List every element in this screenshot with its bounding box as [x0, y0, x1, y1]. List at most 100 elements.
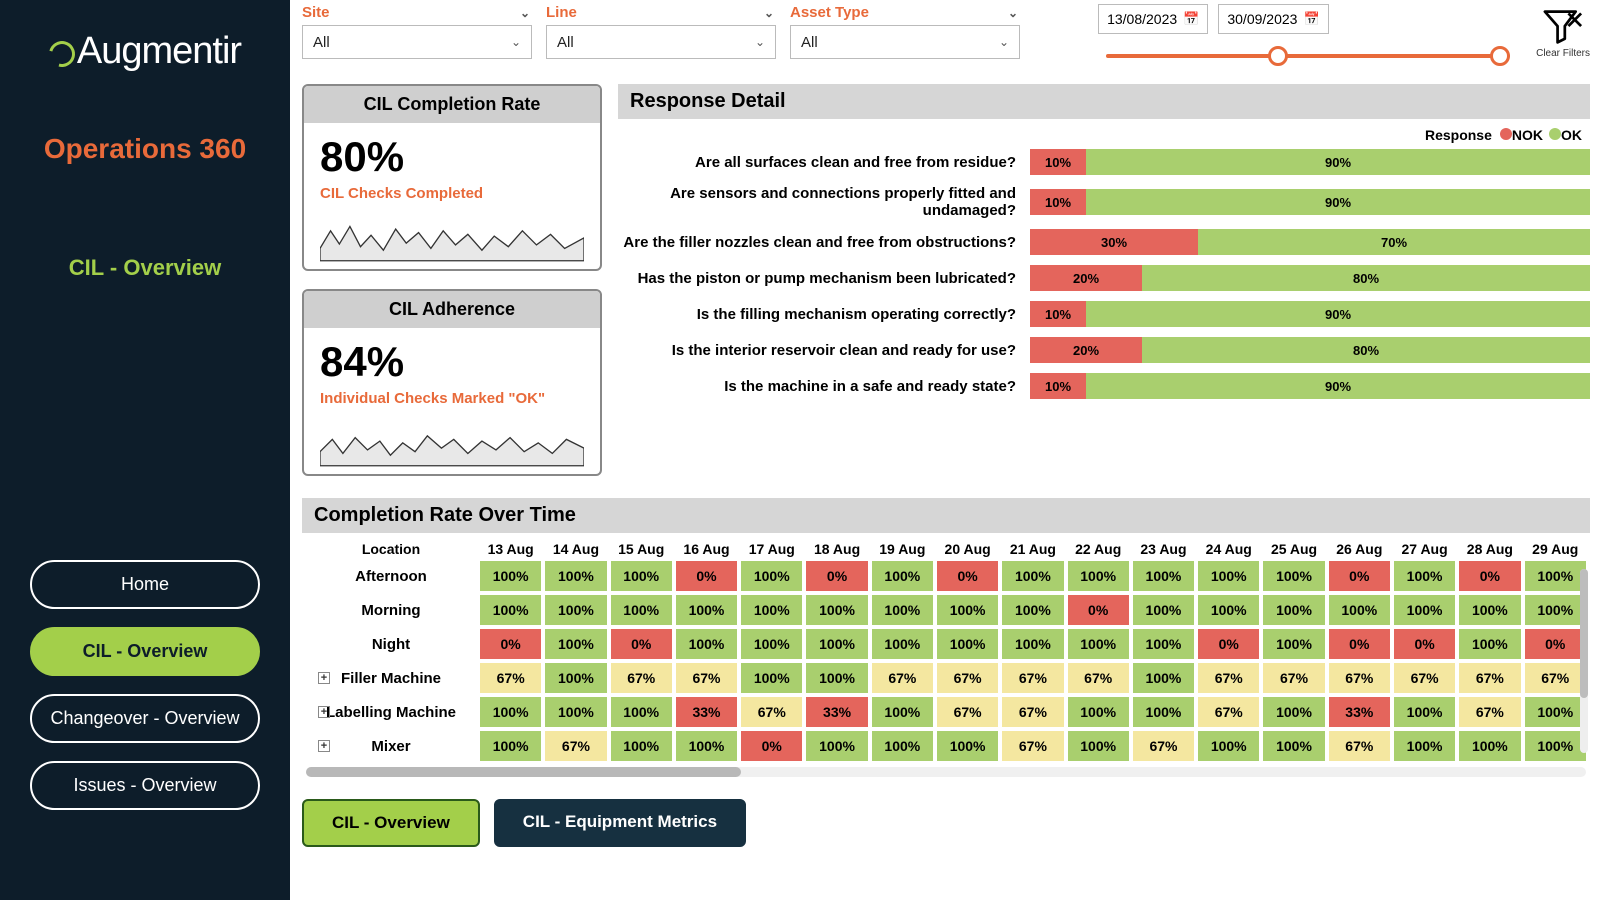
cot-date-header: 20 Aug	[937, 541, 998, 557]
cot-cell: 100%	[1133, 663, 1194, 693]
kpi-adherence-card: CIL Adherence 84% Individual Checks Mark…	[302, 289, 602, 476]
tab-button[interactable]: CIL - Overview	[302, 799, 480, 847]
bottom-tabs: CIL - Overview CIL - Equipment Metrics	[302, 799, 1590, 847]
cot-cell: 100%	[1263, 561, 1324, 591]
cot-cell: 67%	[1459, 663, 1520, 693]
filter-asset: Asset Type⌄ All⌄	[790, 4, 1020, 59]
expand-icon[interactable]: +	[318, 740, 330, 752]
kpi-completion-title: CIL Completion Rate	[304, 86, 600, 123]
nav-button[interactable]: Home	[30, 560, 260, 609]
tab-button[interactable]: CIL - Equipment Metrics	[494, 799, 746, 847]
cot-cell: 100%	[1394, 697, 1455, 727]
cot-cell: 100%	[741, 561, 802, 591]
cot-date-header: 25 Aug	[1263, 541, 1324, 557]
calendar-icon: 📅	[1183, 11, 1199, 27]
cot-cell: 0%	[676, 561, 737, 591]
cot-cell: 100%	[1068, 629, 1129, 659]
nav-button[interactable]: Issues - Overview	[30, 761, 260, 810]
chevron-down-icon: ⌄	[755, 35, 765, 49]
brand-name: Augmentir	[77, 30, 241, 73]
brand-logo: Augmentir	[49, 30, 241, 73]
response-bar: 10%90%	[1030, 189, 1590, 215]
date-to[interactable]: 30/09/2023📅	[1218, 4, 1328, 34]
expand-icon[interactable]: +	[318, 672, 330, 684]
cot-cell: 100%	[1198, 595, 1259, 625]
cot-cell: 33%	[806, 697, 867, 727]
cot-cell: 67%	[1394, 663, 1455, 693]
filter-site-select[interactable]: All⌄	[302, 25, 532, 59]
cot-cell: 100%	[1459, 595, 1520, 625]
cot-cell: 67%	[937, 697, 998, 727]
cot-row: +Mixer100%67%100%100%0%100%100%100%67%10…	[306, 731, 1586, 761]
nav-button[interactable]: Changeover - Overview	[30, 694, 260, 743]
kpi-completion-value: 80%	[320, 133, 584, 181]
filter-asset-label: Asset Type⌄	[790, 4, 1020, 21]
response-legend: Response NOKOK	[618, 127, 1588, 143]
cot-cell: 100%	[545, 561, 606, 591]
cot-cell: 100%	[676, 595, 737, 625]
chevron-down-icon: ⌄	[1008, 6, 1018, 20]
cot-cell: 100%	[480, 595, 541, 625]
cot-cell: 67%	[1198, 663, 1259, 693]
cot-date-header: 29 Aug	[1525, 541, 1587, 557]
cot-cell: 100%	[545, 697, 606, 727]
cot-row: +Filler Machine67%100%67%67%100%100%67%6…	[306, 663, 1586, 693]
response-rows: Are all surfaces clean and free from res…	[618, 149, 1590, 399]
response-nok-segment: 30%	[1030, 229, 1198, 255]
date-range: 13/08/2023📅 30/09/2023📅	[1098, 4, 1518, 70]
cot-row: Night0%100%0%100%100%100%100%100%100%100…	[306, 629, 1586, 659]
response-question: Are sensors and connections properly fit…	[618, 185, 1020, 219]
vertical-scrollbar[interactable]	[1580, 569, 1588, 753]
cot-cell: 100%	[611, 731, 672, 761]
filter-bar: Site⌄ All⌄ Line⌄ All⌄ Asset Type⌄ All⌄ 1…	[302, 4, 1590, 70]
cot-date-header: 13 Aug	[480, 541, 541, 557]
cot-cell: 67%	[741, 697, 802, 727]
cot-cell: 100%	[1525, 561, 1587, 591]
cot-cell: 0%	[937, 561, 998, 591]
expand-icon[interactable]: +	[318, 706, 330, 718]
cot-row-label[interactable]: +Mixer	[306, 731, 476, 761]
cot-cell: 100%	[611, 595, 672, 625]
cot-row-label[interactable]: +Filler Machine	[306, 663, 476, 693]
cot-location-header: Location	[306, 541, 476, 557]
chevron-down-icon: ⌄	[511, 35, 521, 49]
kpi-adherence-sparkline	[320, 415, 584, 469]
cot-cell: 0%	[1394, 629, 1455, 659]
response-ok-segment: 70%	[1198, 229, 1590, 255]
cot-cell: 100%	[1459, 731, 1520, 761]
date-slider[interactable]	[1098, 40, 1518, 70]
clear-filters-label: Clear Filters	[1536, 48, 1590, 59]
cot-date-header: 28 Aug	[1459, 541, 1520, 557]
filter-asset-select[interactable]: All⌄	[790, 25, 1020, 59]
clear-filters-icon	[1541, 8, 1585, 46]
slider-thumb-from[interactable]	[1268, 46, 1288, 66]
cot-date-header: 22 Aug	[1068, 541, 1129, 557]
cot-cell: 67%	[872, 663, 933, 693]
cot-cell: 67%	[1329, 663, 1390, 693]
cot-cell: 100%	[937, 629, 998, 659]
filter-site: Site⌄ All⌄	[302, 4, 532, 59]
cot-date-header: 24 Aug	[1198, 541, 1259, 557]
response-ok-segment: 80%	[1142, 337, 1590, 363]
cot-cell: 100%	[1133, 561, 1194, 591]
response-question: Is the machine in a safe and ready state…	[618, 378, 1020, 395]
slider-thumb-to[interactable]	[1490, 46, 1510, 66]
filter-line-select[interactable]: All⌄	[546, 25, 776, 59]
response-nok-segment: 20%	[1030, 265, 1142, 291]
nav-button[interactable]: CIL - Overview	[30, 627, 260, 676]
cot-cell: 67%	[937, 663, 998, 693]
cot-cell: 0%	[480, 629, 541, 659]
response-row: Has the piston or pump mechanism been lu…	[618, 265, 1590, 291]
cot-cell: 67%	[1525, 663, 1587, 693]
response-row: Are all surfaces clean and free from res…	[618, 149, 1590, 175]
response-question: Has the piston or pump mechanism been lu…	[618, 270, 1020, 287]
cot-cell: 0%	[1329, 561, 1390, 591]
cot-row-label[interactable]: +Labelling Machine	[306, 697, 476, 727]
clear-filters-button[interactable]: Clear Filters	[1536, 8, 1590, 59]
cot-cell: 67%	[545, 731, 606, 761]
horizontal-scrollbar[interactable]	[306, 767, 1586, 777]
cot-row-label: Afternoon	[306, 561, 476, 591]
date-from[interactable]: 13/08/2023📅	[1098, 4, 1208, 34]
response-ok-segment: 80%	[1142, 265, 1590, 291]
cot-date-header: 17 Aug	[741, 541, 802, 557]
